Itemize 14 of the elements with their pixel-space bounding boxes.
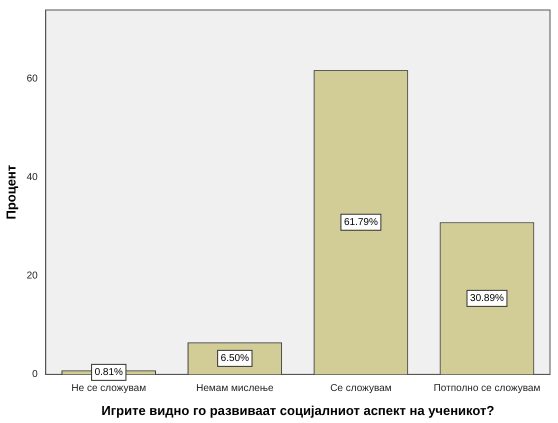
y-axis-title: Процент: [3, 164, 18, 220]
x-tick-label: Потполно се сложувам: [434, 383, 540, 394]
data-label: 0.81%: [94, 367, 124, 378]
x-axis-title: Игрите видно го развиваат социјалниот аспект на ученикот?: [101, 402, 494, 418]
x-tick-label: Се сложувам: [330, 383, 392, 394]
y-tick-label: 0: [32, 369, 38, 380]
y-tick-label: 20: [26, 270, 38, 282]
y-tick-label: 40: [26, 172, 38, 184]
x-tick-label: Не се сложувам: [71, 383, 146, 394]
x-tick-label: Немам мислење: [196, 383, 274, 394]
data-label: 6.50%: [220, 353, 250, 364]
data-label: 61.79%: [344, 217, 378, 228]
y-tick-label: 60: [26, 74, 38, 85]
data-label: 30.89%: [470, 293, 504, 304]
